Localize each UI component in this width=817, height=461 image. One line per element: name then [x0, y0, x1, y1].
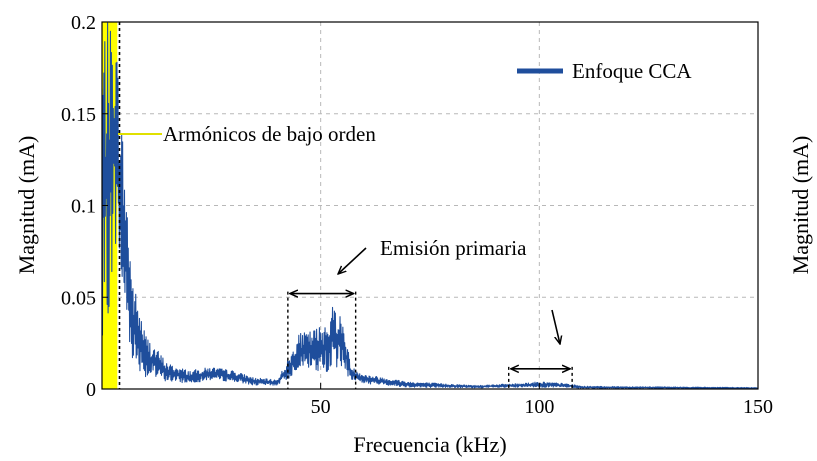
- interval-markers: [118, 22, 573, 389]
- grid-lines: [102, 22, 758, 389]
- y-axis-label: Magnitud (mA): [14, 136, 39, 275]
- x-tick-label: 50: [311, 396, 331, 418]
- annotation-low-order-harmonics-text: Armónicos de bajo orden: [163, 122, 376, 146]
- annotation-primary-emission-text: Emisión primaria: [380, 236, 527, 260]
- series-line-0: [102, 22, 758, 389]
- y-tick-label: 0: [86, 379, 96, 401]
- annotation-secondary-emission: [551, 309, 560, 344]
- y-tick-label: 0.1: [71, 196, 96, 218]
- x-axis-ticks: 50 100 150: [311, 383, 773, 418]
- annotation-primary-emission: Emisión primaria: [338, 236, 527, 274]
- annotation-low-order-harmonics: Armónicos de bajo orden: [118, 122, 376, 146]
- x-tick-label: 100: [524, 396, 554, 418]
- x-axis-label: Frecuencia (kHz): [353, 432, 506, 457]
- y-tick-label: 0.2: [71, 12, 96, 34]
- legend: Enfoque CCA: [517, 59, 692, 83]
- legend-label: Enfoque CCA: [572, 59, 692, 83]
- y-tick-label: 0.15: [61, 104, 96, 126]
- annotation-primary-emission-arrow: [338, 247, 367, 274]
- series-layer: [102, 22, 758, 389]
- y-axis-ticks: 0 0.05 0.1 0.15 0.2: [61, 12, 108, 401]
- annotation-secondary-emission-arrow: [551, 309, 560, 344]
- y-tick-label: 0.05: [61, 287, 96, 309]
- y-axis-label-right: Magnitud (mA): [788, 136, 813, 275]
- x-tick-label: 150: [743, 396, 773, 418]
